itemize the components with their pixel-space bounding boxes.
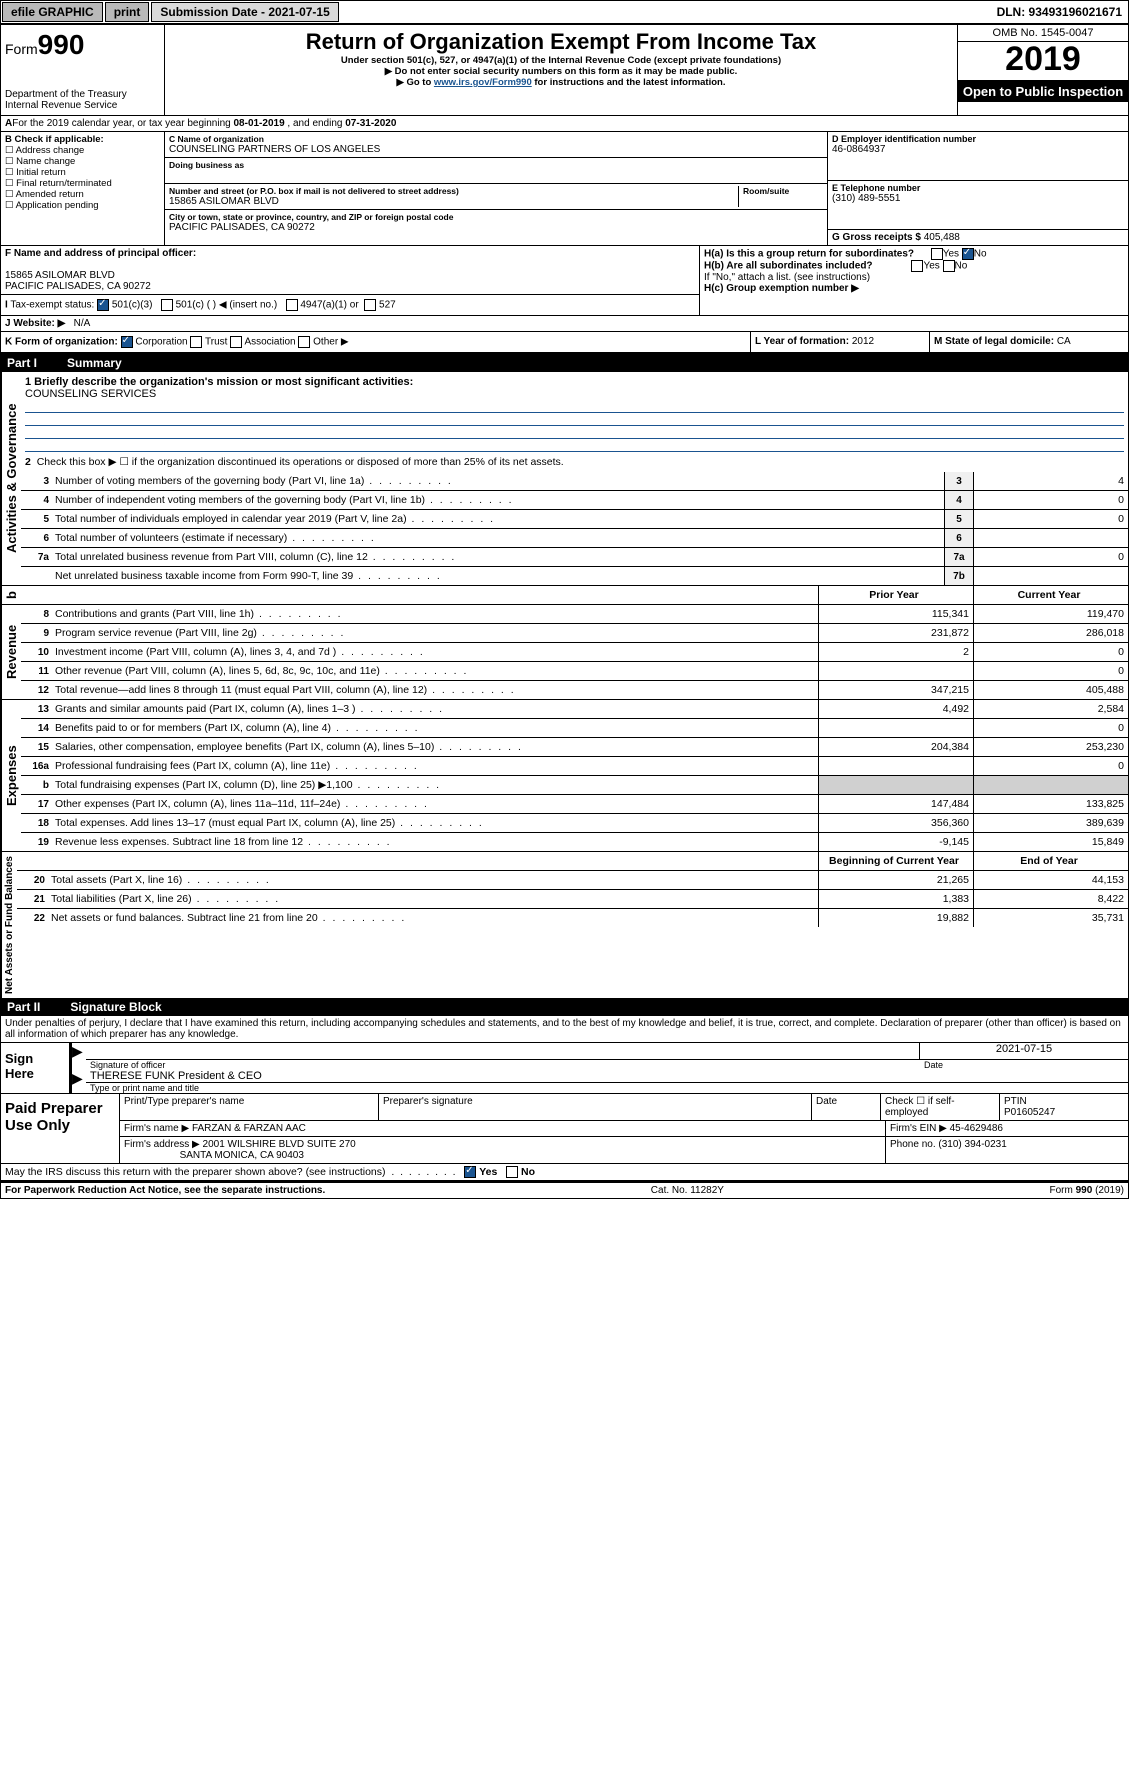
- summary-line: 17Other expenses (Part IX, column (A), l…: [21, 794, 1128, 813]
- summary-line: Net unrelated business taxable income fr…: [21, 566, 1128, 585]
- discuss-line: May the IRS discuss this return with the…: [1, 1164, 1128, 1182]
- line2: 2 Check this box ▶ ☐ if the organization…: [21, 452, 1128, 472]
- summary-line: 3Number of voting members of the governi…: [21, 472, 1128, 490]
- summary-line: 6Total number of volunteers (estimate if…: [21, 528, 1128, 547]
- dln: DLN: 93493196021671: [997, 5, 1128, 19]
- summary-line: 12Total revenue—add lines 8 through 11 (…: [21, 680, 1128, 699]
- summary-line: 11Other revenue (Part VIII, column (A), …: [21, 661, 1128, 680]
- paid-preparer-label: Paid Preparer Use Only: [1, 1094, 120, 1163]
- section-netassets-label: Net Assets or Fund Balances: [1, 852, 17, 998]
- summary-line: 9Program service revenue (Part VIII, lin…: [21, 623, 1128, 642]
- summary-line: 10Investment income (Part VIII, column (…: [21, 642, 1128, 661]
- box-b: B Check if applicable: ☐ Address change …: [1, 132, 165, 245]
- box-d-e-g: D Employer identification number46-08649…: [827, 132, 1128, 245]
- summary-line: 18Total expenses. Add lines 13–17 (must …: [21, 813, 1128, 832]
- summary-line: 8Contributions and grants (Part VIII, li…: [21, 605, 1128, 623]
- summary-line: 5Total number of individuals employed in…: [21, 509, 1128, 528]
- box-m: M State of legal domicile: CA: [929, 332, 1128, 352]
- box-f: F Name and address of principal officer:…: [1, 246, 699, 294]
- tax-period: AFor the 2019 calendar year, or tax year…: [1, 116, 1128, 132]
- summary-line: 4Number of independent voting members of…: [21, 490, 1128, 509]
- summary-line: 20Total assets (Part X, line 16)21,26544…: [17, 870, 1128, 889]
- box-c: C Name of organizationCOUNSELING PARTNER…: [165, 132, 827, 245]
- box-l: L Year of formation: 2012: [750, 332, 929, 352]
- submission-date: Submission Date - 2021-07-15: [151, 2, 338, 22]
- section-activities-label: Activities & Governance: [1, 372, 21, 585]
- summary-line: bTotal fundraising expenses (Part IX, co…: [21, 775, 1128, 794]
- summary-line: 15Salaries, other compensation, employee…: [21, 737, 1128, 756]
- box-j: J Website: ▶ N/A: [1, 316, 1128, 332]
- perjury-statement: Under penalties of perjury, I declare th…: [1, 1016, 1128, 1043]
- line1: 1 Briefly describe the organization's mi…: [21, 372, 1128, 452]
- section-b-label: b: [1, 586, 21, 604]
- box-k: K Form of organization: Corporation Trus…: [1, 332, 750, 352]
- sign-here-label: Sign Here: [1, 1043, 70, 1093]
- year-box: OMB No. 1545-0047 2019 Open to Public In…: [957, 25, 1128, 115]
- summary-line: 14Benefits paid to or for members (Part …: [21, 718, 1128, 737]
- section-expenses-label: Expenses: [1, 700, 21, 851]
- print-button[interactable]: print: [105, 2, 150, 22]
- summary-line: 16aProfessional fundraising fees (Part I…: [21, 756, 1128, 775]
- summary-line: 7aTotal unrelated business revenue from …: [21, 547, 1128, 566]
- part1-header: Part ISummary: [1, 354, 1128, 372]
- part2-header: Part IISignature Block: [1, 998, 1128, 1016]
- efile-button[interactable]: efile GRAPHIC: [2, 2, 103, 22]
- form-id-box: Form990 Department of the Treasury Inter…: [1, 25, 165, 115]
- summary-line: 22Net assets or fund balances. Subtract …: [17, 908, 1128, 927]
- summary-line: 19Revenue less expenses. Subtract line 1…: [21, 832, 1128, 851]
- instructions-link[interactable]: www.irs.gov/Form990: [434, 77, 532, 88]
- summary-line: 13Grants and similar amounts paid (Part …: [21, 700, 1128, 718]
- summary-line: 21Total liabilities (Part X, line 26)1,3…: [17, 889, 1128, 908]
- section-revenue-label: Revenue: [1, 605, 21, 699]
- footer: For Paperwork Reduction Act Notice, see …: [1, 1182, 1128, 1198]
- box-h: H(a) Is this a group return for subordin…: [700, 246, 1128, 315]
- box-i: I Tax-exempt status: 501(c)(3) 501(c) ( …: [1, 294, 699, 315]
- title-box: Return of Organization Exempt From Incom…: [165, 25, 957, 115]
